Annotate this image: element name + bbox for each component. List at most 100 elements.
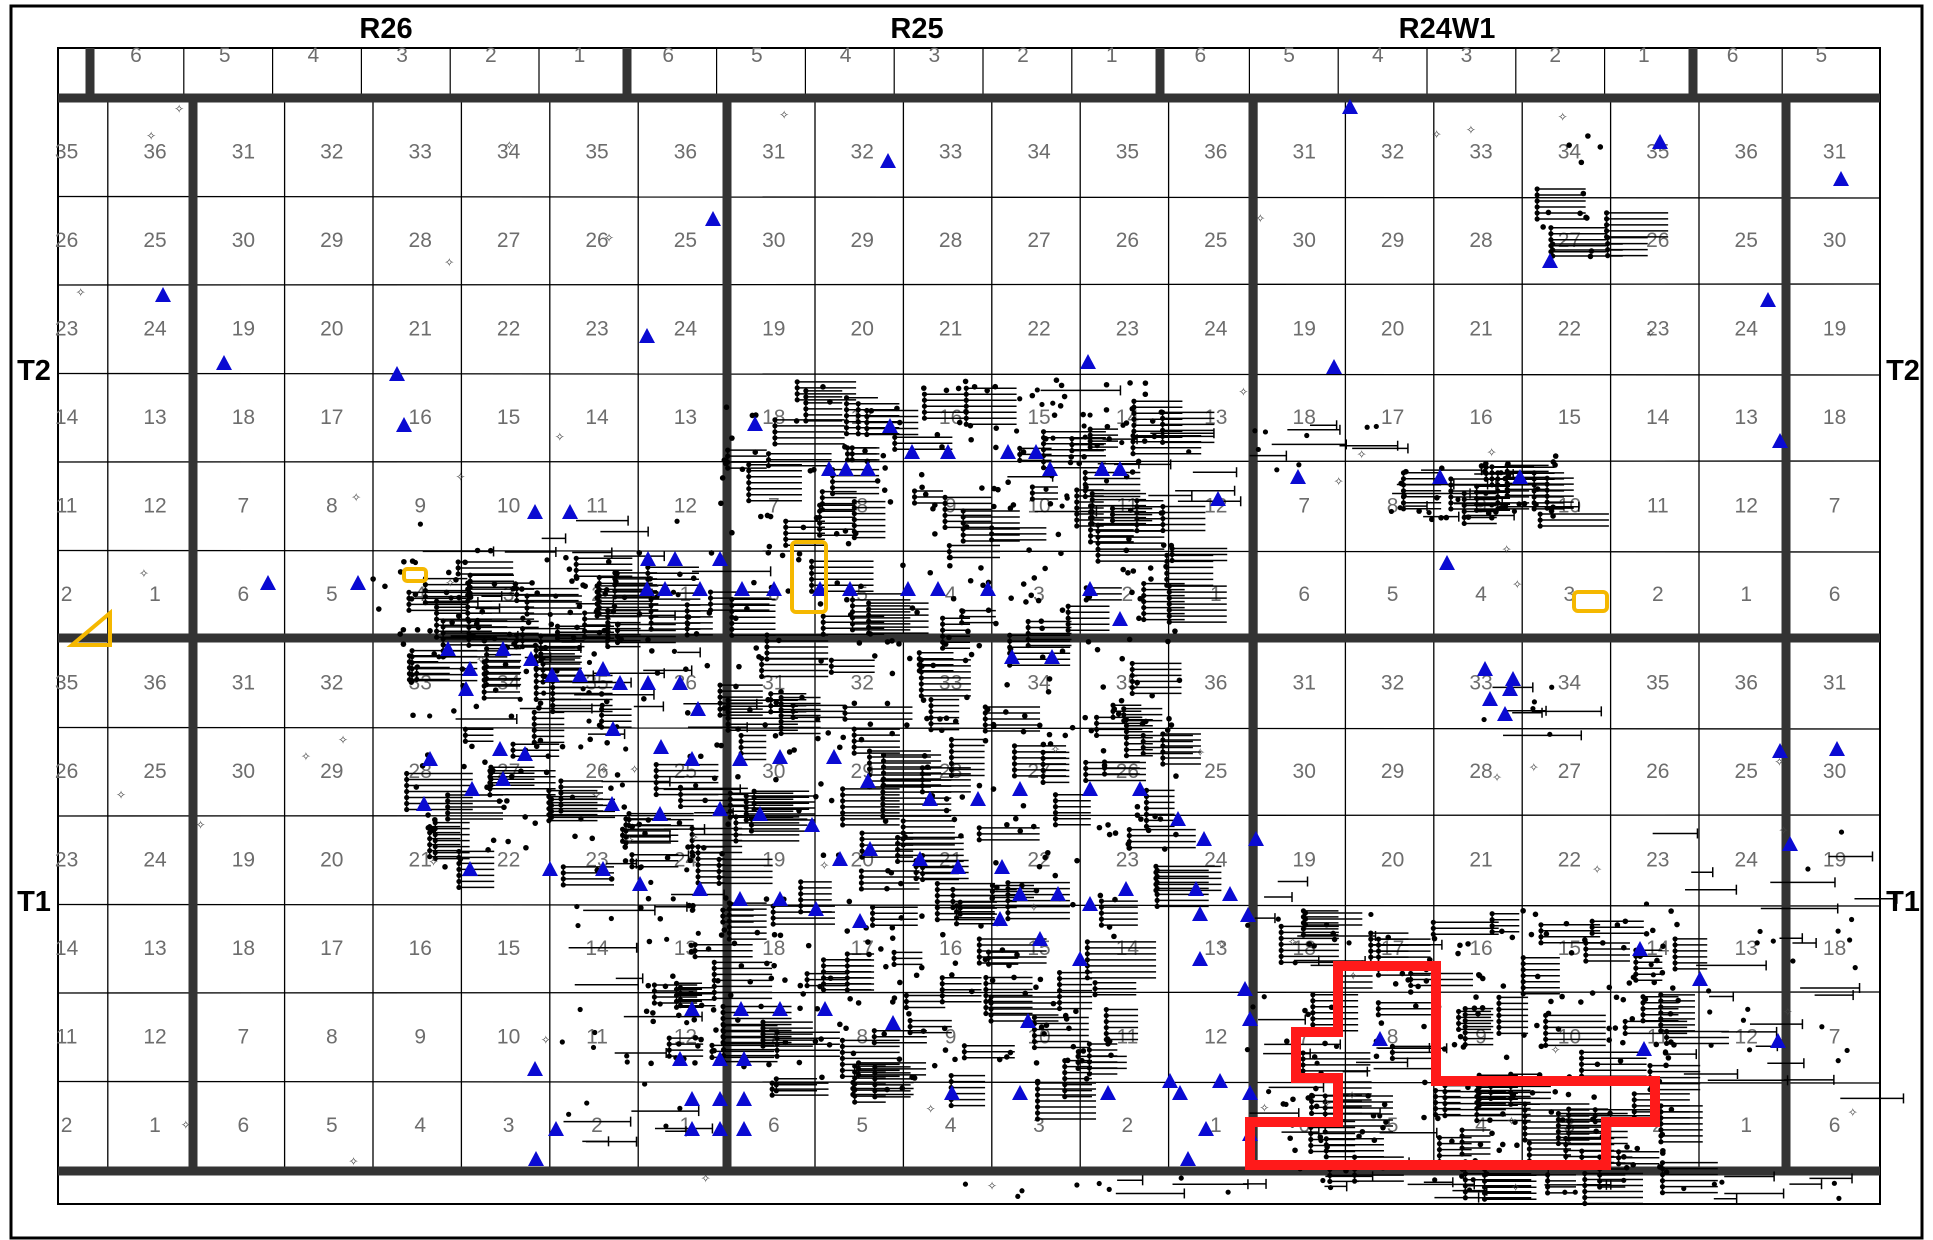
well-dot: [1062, 732, 1069, 739]
well-triangle-icon: [930, 581, 946, 596]
well-dot: [812, 1038, 819, 1045]
section-number: 36: [1735, 671, 1758, 694]
section-number: 24: [1204, 848, 1228, 871]
well-triangle-icon: [1000, 444, 1016, 459]
well-dot: [650, 1010, 656, 1016]
well-dot: [813, 793, 819, 800]
well-dot: [1620, 1039, 1626, 1046]
well-dot: [1059, 607, 1066, 613]
well-dot: [813, 515, 820, 521]
well-dot: [1559, 993, 1565, 1000]
section-number: 10: [497, 1025, 520, 1048]
well-dot: [698, 1002, 705, 1009]
well-triangle-icon: [1772, 743, 1788, 758]
well-dot: [1455, 950, 1461, 957]
well-dot: [1578, 999, 1584, 1005]
well-dot: [814, 1005, 821, 1012]
well-dot: [904, 722, 910, 728]
well-dot: [431, 651, 438, 657]
section-number: 36: [1204, 671, 1227, 694]
section-number: 26: [585, 760, 608, 783]
well-dot: [934, 431, 941, 438]
well-dot: [508, 773, 515, 780]
well-dot: [508, 713, 515, 720]
well-dot: [1550, 459, 1557, 465]
well-dot: [919, 484, 925, 491]
section-number: 36: [674, 140, 697, 163]
strip-section-number: 1: [1106, 44, 1118, 67]
well-dot: [1614, 922, 1621, 928]
well-dot: [448, 595, 454, 601]
section-line-h: [57, 726, 1881, 730]
well-dot: [1426, 509, 1432, 516]
section-number: 23: [55, 317, 78, 340]
well-dot: [601, 627, 608, 634]
well-triangle-icon: [712, 551, 728, 566]
well-dot: [889, 638, 895, 644]
well-dot: [400, 626, 407, 633]
well-dot: [1100, 684, 1107, 690]
well-dot: [985, 706, 991, 713]
section-number: 5: [326, 583, 338, 606]
section-number: 15: [1558, 937, 1581, 960]
dry-hole-star-icon: ✧: [987, 1179, 997, 1193]
well-dot: [569, 578, 575, 584]
section-number: 22: [1027, 848, 1050, 871]
well-dot: [1087, 412, 1093, 418]
well-dot: [1168, 542, 1175, 549]
well-dot: [1431, 935, 1438, 942]
strip-section-number: 6: [130, 44, 142, 67]
well-dot: [479, 608, 486, 615]
well-dot: [719, 475, 726, 481]
section-number: 1: [680, 583, 692, 606]
well-dot: [773, 699, 780, 706]
well-dot: [867, 631, 874, 637]
section-number: 34: [1558, 671, 1582, 694]
section-number: 25: [1735, 229, 1758, 252]
well-dot: [785, 588, 792, 594]
well-dot: [1139, 721, 1146, 727]
well-dot: [1274, 467, 1280, 473]
well-dot: [729, 529, 735, 536]
well-dot: [1103, 478, 1110, 484]
well-dot: [1511, 508, 1518, 514]
section-number: 25: [143, 760, 166, 783]
dry-hole-star-icon: ✧: [599, 763, 609, 777]
dry-hole-star-icon: ✧: [625, 833, 635, 847]
section-number: 12: [1735, 1025, 1758, 1048]
well-dot: [1042, 436, 1049, 442]
well-dot: [1080, 1048, 1087, 1054]
well-dot: [1186, 449, 1192, 455]
well-dot: [1252, 428, 1258, 434]
well-dot: [1081, 423, 1087, 429]
well-triangle-icon: [440, 641, 456, 656]
well-dot: [586, 659, 593, 666]
well-dot: [1534, 973, 1541, 980]
well-dot: [1080, 411, 1086, 418]
well-dot: [1548, 1109, 1555, 1115]
section-number: 30: [1293, 760, 1316, 783]
well-dot: [1033, 984, 1039, 991]
section-number: 34: [1027, 140, 1051, 163]
well-dot: [1620, 996, 1627, 1003]
well-dot: [882, 818, 889, 824]
well-dot: [1084, 975, 1090, 981]
well-dot: [1088, 727, 1095, 734]
well-dot: [610, 608, 617, 615]
well-dot: [678, 803, 684, 810]
well-dot: [1261, 994, 1267, 1000]
dry-hole-star-icon: ✧: [591, 788, 601, 802]
well-triangle-icon: [595, 661, 611, 676]
well-dot: [1471, 1005, 1478, 1011]
section-number: 1: [149, 1114, 161, 1137]
section-number: 29: [320, 229, 343, 252]
section-number: 4: [414, 1114, 426, 1137]
well-dot: [992, 383, 999, 390]
well-dot: [624, 1059, 630, 1065]
section-number: 6: [1298, 583, 1310, 606]
well-dot: [1129, 469, 1136, 475]
section-number: 9: [414, 494, 426, 517]
well-dot: [1585, 133, 1591, 139]
well-dot: [567, 609, 574, 616]
section-number: 7: [768, 494, 780, 517]
